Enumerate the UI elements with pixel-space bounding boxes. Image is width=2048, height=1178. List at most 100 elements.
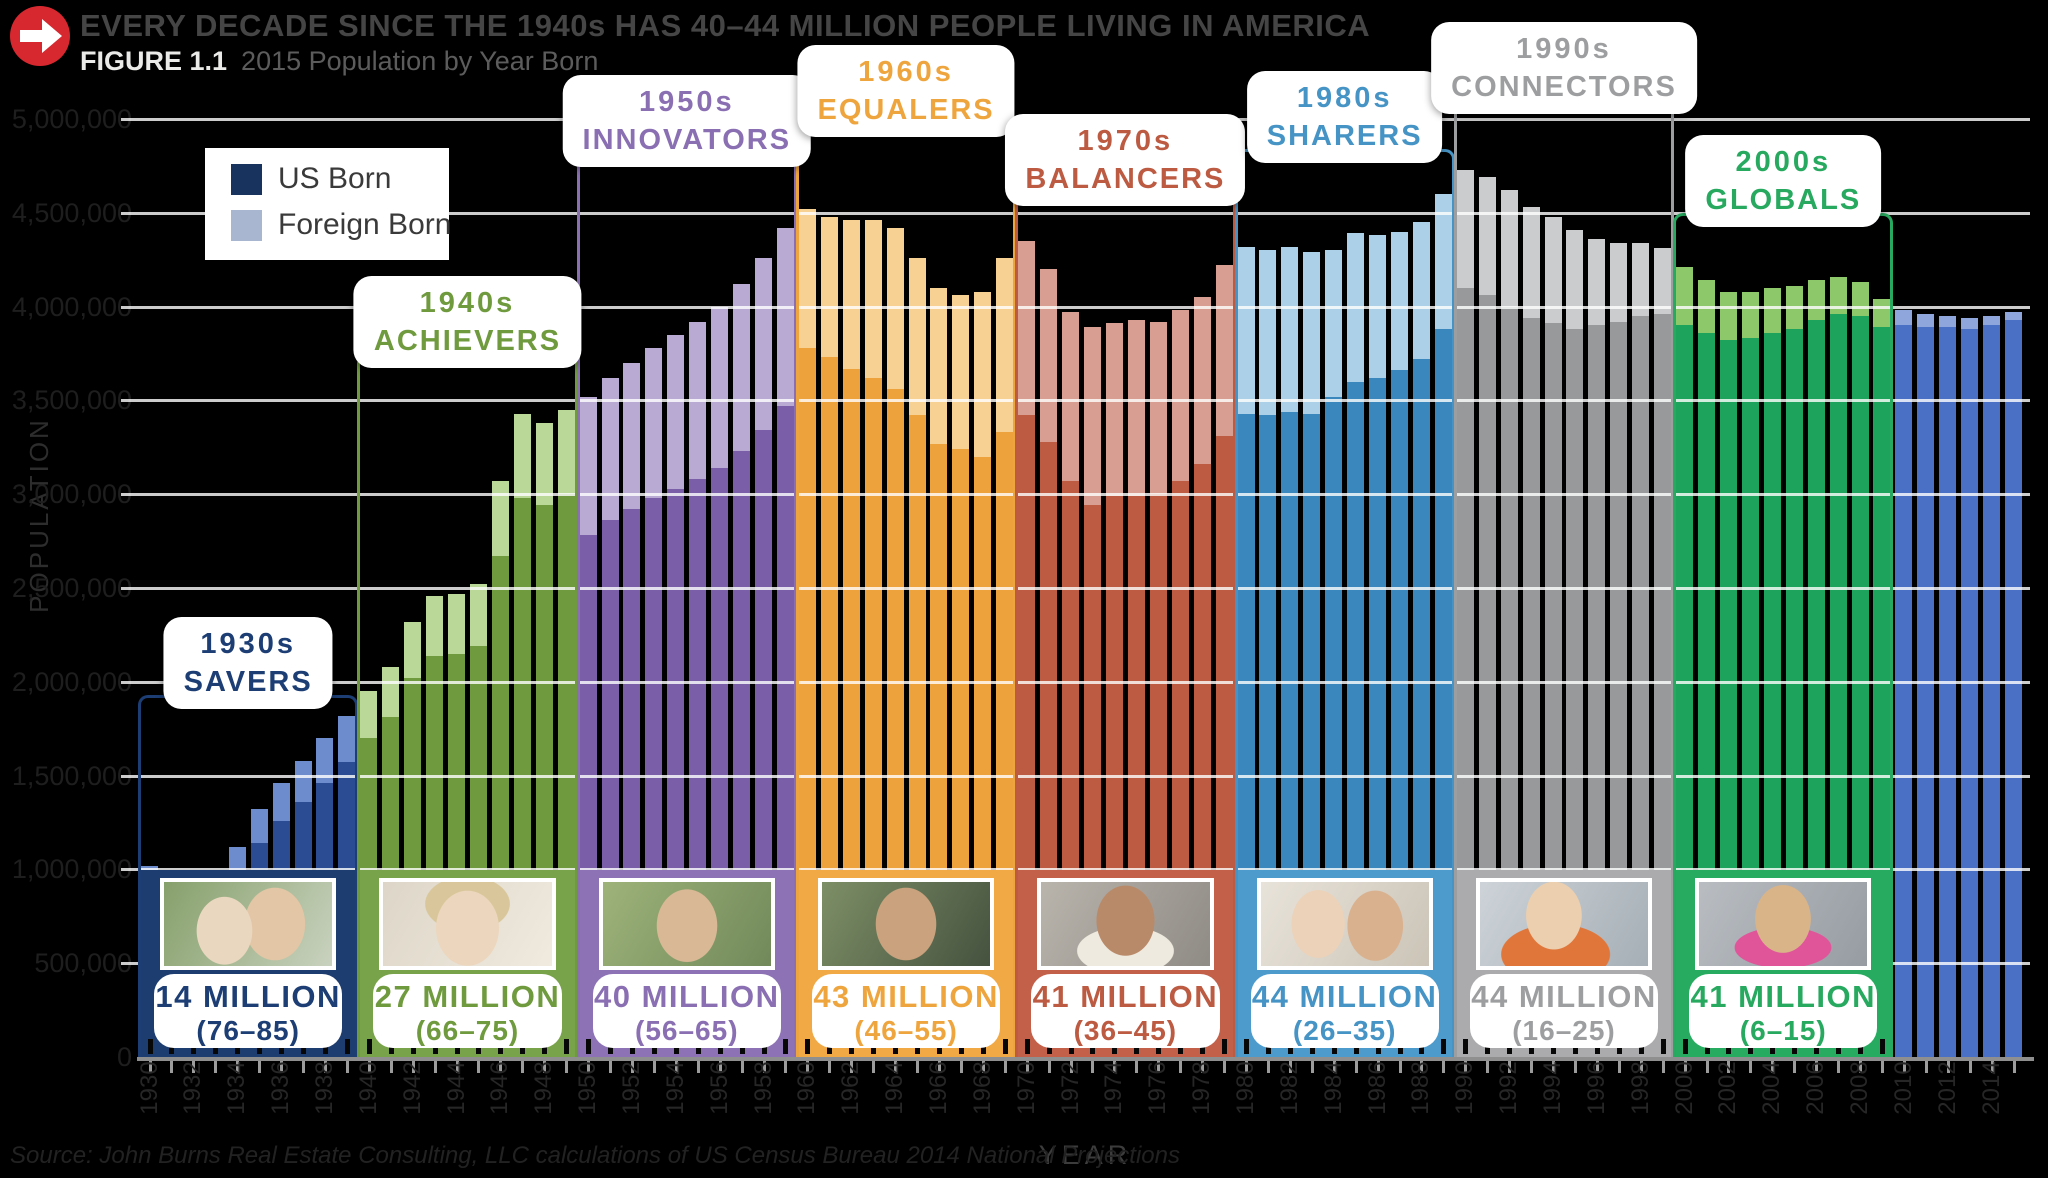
decade-bracket-1940s xyxy=(357,353,578,1057)
bar-1945-foreign-born xyxy=(469,584,487,647)
x-tick xyxy=(521,1061,525,1073)
bar-1998-foreign-born xyxy=(1632,242,1650,316)
x-tick xyxy=(302,1061,305,1073)
gridline-1500000 xyxy=(121,774,2030,778)
decade-label-1980s: 1980s SHARERS xyxy=(1246,71,1443,164)
x-tick xyxy=(389,1061,393,1073)
x-tick xyxy=(828,1061,832,1073)
bar-2011-foreign-born xyxy=(1917,314,1935,328)
figure-label: FIGURE 1.1 xyxy=(80,46,228,76)
y-tick-label: 0 xyxy=(116,1042,132,1072)
decade-stat-millions: 27 MILLION xyxy=(374,979,561,1014)
decade-label-1960s: 1960s EQUALERS xyxy=(797,44,1015,137)
decade-stat-ages: (66–75) xyxy=(415,1015,520,1046)
x-tick xyxy=(1990,1061,1994,1073)
x-tick xyxy=(345,1061,349,1073)
x-tick xyxy=(1617,1061,1621,1073)
x-tick xyxy=(1442,1061,1446,1073)
bar-1968-foreign-born xyxy=(974,291,992,457)
decade-stat-ages: (16–25) xyxy=(1512,1015,1616,1046)
panel-year-tick xyxy=(1024,1039,1030,1054)
bar-2004-foreign-born xyxy=(1763,287,1781,333)
bar-2007-foreign-born xyxy=(1829,276,1847,315)
x-tick xyxy=(1420,1061,1424,1073)
panel-year-tick xyxy=(1441,1039,1447,1054)
x-tick xyxy=(1727,1061,1731,1073)
bar-1994-foreign-born xyxy=(1544,216,1562,324)
bar-2012-foreign-born xyxy=(1939,315,1957,328)
x-tick xyxy=(499,1061,503,1073)
decade-stat-ages: (76–85) xyxy=(196,1015,300,1046)
bar-2015-us-born xyxy=(2005,319,2023,1057)
bar-1997-foreign-born xyxy=(1610,242,1628,322)
us-born-swatch-icon xyxy=(231,163,262,195)
bar-1957-foreign-born xyxy=(733,284,751,452)
bar-2006-foreign-born xyxy=(1807,280,1825,320)
decade-bracket-1960s xyxy=(795,122,1017,1057)
decade-stat-1950s: 40 MILLION (56–65) xyxy=(592,974,781,1048)
foreign-born-swatch-icon xyxy=(231,209,262,241)
gridline-3000000 xyxy=(121,493,2030,497)
decade-bracket-1970s xyxy=(1015,192,1236,1057)
x-tick xyxy=(1859,1061,1863,1073)
bar-1969-foreign-born xyxy=(996,257,1014,433)
panel-year-tick xyxy=(783,1039,789,1054)
bar-1978-foreign-born xyxy=(1193,297,1211,465)
bar-1965-foreign-born xyxy=(908,257,926,416)
panel-year-tick xyxy=(1879,1039,1885,1054)
x-tick xyxy=(433,1061,437,1073)
x-tick xyxy=(1508,1061,1512,1073)
x-tick xyxy=(1310,1061,1314,1073)
panel-year-tick xyxy=(1222,1039,1228,1054)
decade-stat-millions: 40 MILLION xyxy=(594,979,780,1014)
bar-2013-us-born xyxy=(1961,329,1979,1057)
decade-stat-1990s: 44 MILLION (16–25) xyxy=(1469,974,1659,1048)
decade-photo-1980s xyxy=(1256,878,1433,970)
bar-1934-foreign-born xyxy=(228,846,246,875)
x-tick xyxy=(630,1061,634,1073)
bar-1981-foreign-born xyxy=(1259,250,1277,416)
panel-year-tick xyxy=(1244,1039,1249,1054)
x-tick xyxy=(981,1061,985,1073)
decade-photo-1950s xyxy=(598,878,775,970)
x-tick-label-2014: 2014 xyxy=(1977,1061,2005,1115)
bar-1958-foreign-born xyxy=(755,257,773,431)
decade-photo-2000s xyxy=(1695,878,1872,970)
x-tick xyxy=(1113,1061,1117,1073)
decade-stat-1980s: 44 MILLION (26–35) xyxy=(1250,974,1439,1048)
x-tick xyxy=(718,1061,722,1073)
bar-1972-foreign-born xyxy=(1062,312,1080,482)
x-tick xyxy=(214,1061,218,1073)
bar-2014-foreign-born xyxy=(1983,315,2001,326)
x-tick xyxy=(1486,1061,1490,1073)
x-tick xyxy=(148,1061,152,1073)
x-tick xyxy=(1902,1061,1906,1073)
bar-1971-foreign-born xyxy=(1040,269,1058,442)
x-tick xyxy=(1683,1061,1687,1073)
x-tick xyxy=(1398,1061,1402,1073)
x-tick xyxy=(1639,1061,1643,1073)
bar-1944-foreign-born xyxy=(448,593,466,654)
decade-label-name: EQUALERS xyxy=(817,93,995,126)
x-tick xyxy=(1003,1061,1007,1073)
gridline-4500000 xyxy=(121,211,2030,215)
bar-1946-foreign-born xyxy=(491,481,509,557)
bar-1966-foreign-born xyxy=(930,287,948,444)
decade-label-2000s: 2000s GLOBALS xyxy=(1685,134,1882,227)
bar-1962-foreign-born xyxy=(842,220,860,369)
decade-label-years: 1980s xyxy=(1296,82,1393,115)
y-tick-label: 5,000,000 xyxy=(11,104,132,134)
x-tick xyxy=(1069,1061,1073,1073)
x-tick xyxy=(872,1061,876,1073)
bar-1947-foreign-born xyxy=(513,413,531,498)
decade-stat-millions: 41 MILLION xyxy=(1032,979,1219,1014)
x-tick xyxy=(1157,1061,1161,1073)
x-tick xyxy=(1837,1061,1841,1073)
x-tick xyxy=(367,1061,371,1073)
bar-2015-foreign-born xyxy=(2005,312,2023,320)
gridline-3500000 xyxy=(121,399,2030,403)
page-title: EVERY DECADE SINCE THE 1940s HAS 40–44 M… xyxy=(80,8,1371,43)
x-tick xyxy=(411,1061,415,1073)
x-tick xyxy=(280,1061,284,1073)
y-tick-label: 3,000,000 xyxy=(11,479,132,510)
